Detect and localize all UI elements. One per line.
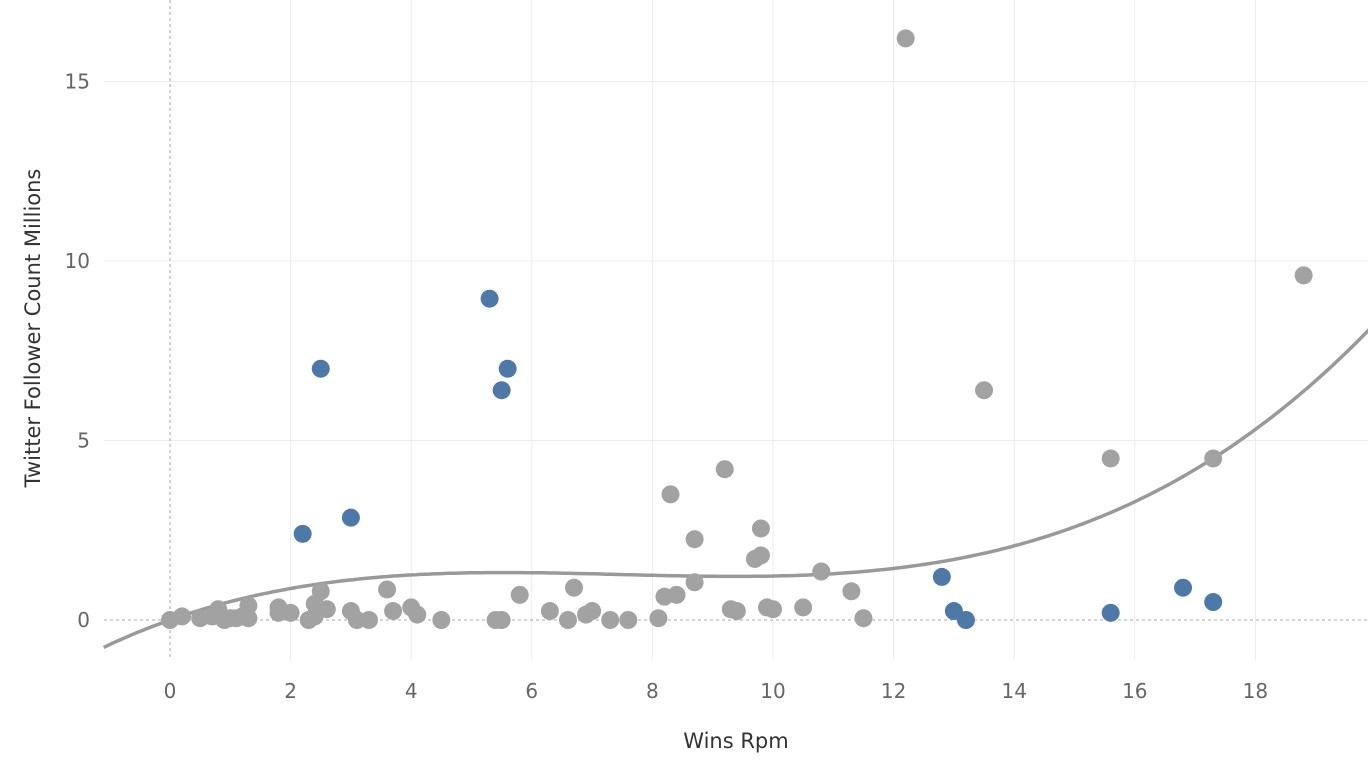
- x-tick-label: 16: [1122, 679, 1147, 703]
- data-point[interactable]: [842, 582, 861, 601]
- data-point[interactable]: [601, 611, 620, 629]
- x-tick-label: 0: [164, 679, 177, 703]
- data-point-highlighted[interactable]: [932, 567, 951, 586]
- data-point-highlighted[interactable]: [480, 289, 499, 308]
- data-point[interactable]: [715, 460, 734, 479]
- data-point-highlighted[interactable]: [1204, 593, 1223, 612]
- data-point[interactable]: [685, 530, 704, 549]
- y-tick-label: 15: [65, 70, 90, 94]
- data-point[interactable]: [667, 585, 686, 604]
- x-tick-label: 6: [525, 679, 538, 703]
- data-point[interactable]: [540, 602, 559, 621]
- data-point[interactable]: [359, 611, 378, 629]
- data-point[interactable]: [510, 585, 529, 604]
- data-point[interactable]: [408, 605, 427, 624]
- gridlines: [104, 0, 1368, 660]
- data-point[interactable]: [794, 598, 813, 617]
- data-point[interactable]: [239, 596, 258, 615]
- data-point[interactable]: [1294, 266, 1313, 285]
- data-point[interactable]: [751, 546, 770, 565]
- data-point-highlighted[interactable]: [1101, 603, 1120, 622]
- y-axis-ticks: 0 5 10 15: [65, 70, 90, 633]
- data-point[interactable]: [384, 602, 403, 621]
- data-point[interactable]: [1204, 449, 1223, 468]
- data-point-highlighted[interactable]: [498, 359, 517, 378]
- data-point[interactable]: [812, 562, 831, 581]
- x-tick-label: 12: [881, 679, 906, 703]
- x-tick-label: 18: [1243, 679, 1268, 703]
- data-point[interactable]: [281, 603, 300, 622]
- data-points: [161, 29, 1313, 629]
- data-point[interactable]: [565, 578, 584, 597]
- data-point[interactable]: [1101, 449, 1120, 468]
- x-tick-label: 14: [1001, 679, 1026, 703]
- data-point[interactable]: [378, 580, 397, 599]
- data-point[interactable]: [432, 611, 451, 629]
- x-tick-label: 10: [760, 679, 785, 703]
- data-point[interactable]: [492, 611, 511, 629]
- trend-line: [102, 328, 1368, 649]
- y-tick-label: 10: [65, 249, 90, 273]
- data-point[interactable]: [854, 609, 873, 628]
- y-tick-label: 0: [77, 608, 90, 632]
- data-point[interactable]: [583, 602, 602, 621]
- data-point-highlighted[interactable]: [293, 524, 312, 543]
- x-tick-label: 8: [646, 679, 659, 703]
- data-point[interactable]: [619, 611, 638, 629]
- x-tick-label: 4: [405, 679, 418, 703]
- trend-line-group: [102, 328, 1368, 649]
- data-point[interactable]: [173, 607, 192, 626]
- data-point[interactable]: [685, 573, 704, 592]
- data-point[interactable]: [311, 582, 330, 601]
- data-point[interactable]: [764, 600, 782, 619]
- data-point[interactable]: [975, 381, 994, 400]
- data-point[interactable]: [751, 519, 770, 538]
- x-axis-title: Wins Rpm: [683, 729, 788, 753]
- data-point-highlighted[interactable]: [956, 611, 975, 629]
- data-point[interactable]: [896, 29, 915, 48]
- data-point[interactable]: [239, 609, 258, 628]
- y-tick-label: 5: [77, 429, 90, 453]
- data-point[interactable]: [558, 611, 577, 629]
- data-point-highlighted[interactable]: [1174, 578, 1193, 597]
- x-tick-label: 2: [284, 679, 297, 703]
- data-point-highlighted[interactable]: [311, 359, 330, 378]
- y-axis-title: Twitter Follower Count Millions: [21, 169, 45, 489]
- x-axis-ticks: 0 2 4 6 8 10 12 14 16 18: [164, 679, 1268, 703]
- data-point-highlighted[interactable]: [341, 508, 360, 527]
- zero-lines: [104, 0, 1368, 660]
- data-point-highlighted[interactable]: [492, 381, 511, 400]
- data-point[interactable]: [317, 600, 336, 619]
- data-point[interactable]: [661, 485, 680, 504]
- data-point[interactable]: [649, 609, 668, 628]
- data-point[interactable]: [727, 602, 746, 621]
